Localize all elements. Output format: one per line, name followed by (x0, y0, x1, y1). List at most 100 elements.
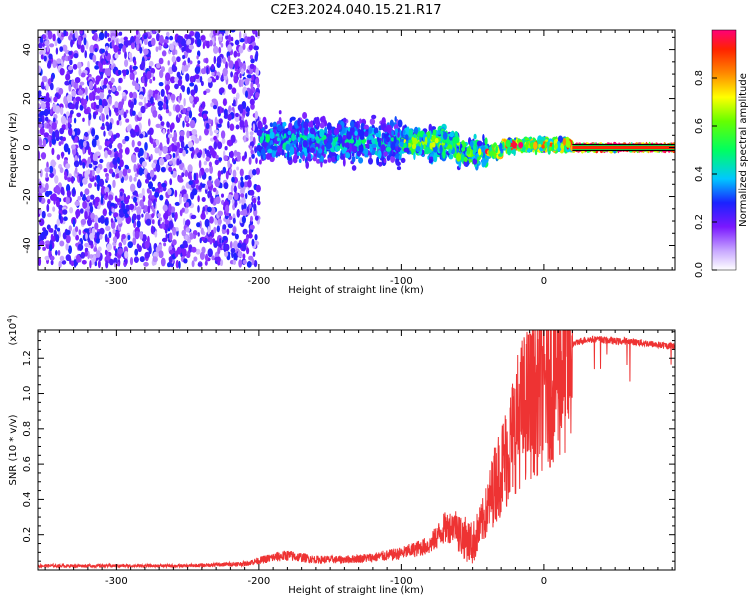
heatmap-cell (50, 255, 55, 261)
heatmap-cell (182, 54, 186, 60)
heatmap-cell (40, 102, 47, 110)
heatmap-cell (231, 176, 235, 183)
heatmap-cell (77, 243, 84, 251)
heatmap-cell (225, 170, 229, 180)
heatmap-cell (230, 71, 234, 78)
heatmap-cell (119, 159, 124, 168)
heatmap-cell (403, 147, 409, 153)
heatmap-cell (139, 46, 143, 54)
heatmap-cell (44, 116, 49, 122)
heatmap-cell (80, 44, 85, 53)
heatmap-cell (159, 69, 164, 79)
heatmap-cell (38, 235, 41, 241)
heatmap-cell (192, 188, 198, 196)
heatmap-cell (67, 177, 72, 182)
heatmap-cell (169, 232, 173, 241)
heatmap-cell (192, 103, 195, 108)
heatmap-cell (109, 258, 114, 266)
heatmap-cell (44, 190, 50, 197)
heatmap-cell (44, 167, 50, 173)
heatmap-cell (236, 52, 241, 57)
heatmap-cell (230, 30, 236, 33)
heatmap-cell (175, 260, 179, 269)
heatmap-cell (76, 254, 81, 263)
heatmap-cell (105, 45, 109, 51)
heatmap-cell (293, 154, 297, 164)
heatmap-cell (217, 141, 223, 150)
heatmap-cell (100, 195, 104, 205)
heatmap-cell (181, 86, 185, 93)
spectrogram-y-tick-label: 0 (22, 144, 33, 150)
heatmap-cell (95, 167, 101, 174)
heatmap-cell (288, 122, 293, 131)
heatmap-cell (45, 82, 49, 91)
heatmap-cell (323, 159, 328, 164)
heatmap-cell (384, 127, 388, 133)
heatmap-cell (157, 100, 164, 107)
heatmap-cell (224, 251, 229, 257)
heatmap-cell (39, 127, 45, 136)
heatmap-cell (59, 240, 65, 247)
heatmap-cell (49, 228, 54, 233)
heatmap-cell (147, 198, 152, 208)
heatmap-cell (169, 43, 175, 51)
heatmap-cell (452, 136, 457, 144)
heatmap-cell (154, 93, 158, 101)
heatmap-cell (58, 141, 62, 147)
heatmap-cell (183, 97, 186, 107)
heatmap-cell (103, 130, 106, 137)
heatmap-cell (442, 131, 448, 140)
heatmap-cell (41, 115, 45, 124)
heatmap-cell (74, 77, 81, 84)
heatmap-cell (171, 170, 177, 178)
heatmap-cell (251, 238, 255, 247)
heatmap-cell (63, 143, 69, 153)
heatmap-cell (155, 163, 159, 170)
heatmap-cell (242, 253, 246, 260)
heatmap-cell (312, 134, 315, 139)
heatmap-cell (56, 30, 62, 38)
heatmap-cell (433, 153, 438, 163)
heatmap-cell (236, 166, 240, 171)
heatmap-cell (87, 195, 91, 201)
heatmap-cell (253, 45, 259, 51)
heatmap-cell (325, 142, 332, 150)
heatmap-cell (321, 115, 326, 125)
heatmap-cell (148, 118, 151, 127)
heatmap-cell (199, 170, 202, 179)
heatmap-cell (61, 151, 64, 159)
heatmap-cell (227, 159, 231, 169)
heatmap-cell (100, 126, 105, 130)
heatmap-cell (188, 95, 194, 102)
heatmap-cell (89, 205, 94, 213)
heatmap-cell (223, 182, 229, 190)
heatmap-cell (113, 107, 119, 113)
heatmap-cell (250, 81, 254, 90)
heatmap-cell (238, 45, 244, 54)
heatmap-cell (234, 199, 237, 208)
heatmap-cell (476, 140, 483, 147)
heatmap-cell (100, 185, 106, 195)
heatmap-cell (39, 218, 45, 226)
heatmap-cell (111, 86, 116, 92)
heatmap-cell (95, 79, 100, 85)
heatmap-cell (114, 153, 118, 160)
heatmap-cell (249, 224, 255, 230)
heatmap-cell (211, 71, 215, 76)
heatmap-cell (139, 231, 143, 240)
heatmap-cell (95, 237, 100, 244)
heatmap-cell (202, 113, 208, 120)
heatmap-cell (383, 158, 387, 164)
heatmap-cell (158, 105, 163, 111)
heatmap-cell (182, 167, 186, 173)
heatmap-cell (278, 110, 282, 115)
heatmap-cell (69, 207, 74, 214)
heatmap-cell (124, 136, 130, 142)
heatmap-cell (79, 208, 84, 214)
heatmap-cell (76, 112, 82, 118)
heatmap-cell (146, 102, 152, 107)
heatmap-cell (105, 191, 109, 198)
heatmap-cell (138, 94, 144, 100)
heatmap-cell (136, 220, 141, 228)
heatmap-cell (228, 139, 232, 147)
